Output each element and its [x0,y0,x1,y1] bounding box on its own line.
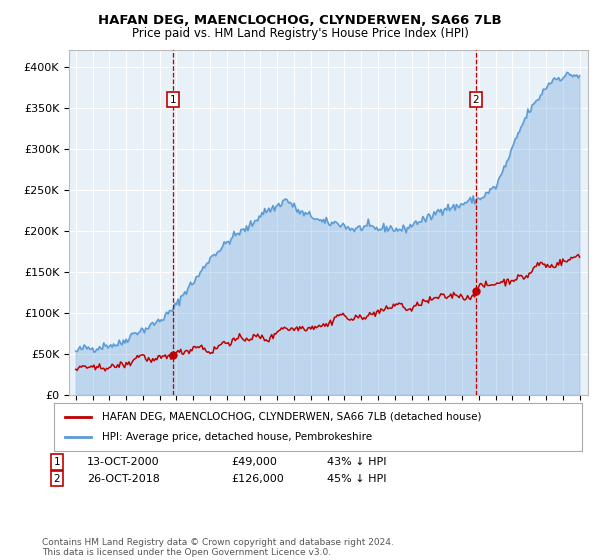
Text: 1: 1 [170,95,176,105]
Text: £49,000: £49,000 [231,457,277,467]
Text: HAFAN DEG, MAENCLOCHOG, CLYNDERWEN, SA66 7LB (detached house): HAFAN DEG, MAENCLOCHOG, CLYNDERWEN, SA66… [101,412,481,422]
Text: 1: 1 [53,457,61,467]
Text: 2: 2 [472,95,479,105]
Text: 2: 2 [53,474,61,484]
Text: 13-OCT-2000: 13-OCT-2000 [87,457,160,467]
Text: 43% ↓ HPI: 43% ↓ HPI [327,457,386,467]
Text: 26-OCT-2018: 26-OCT-2018 [87,474,160,484]
Text: HAFAN DEG, MAENCLOCHOG, CLYNDERWEN, SA66 7LB: HAFAN DEG, MAENCLOCHOG, CLYNDERWEN, SA66… [98,14,502,27]
Text: HPI: Average price, detached house, Pembrokeshire: HPI: Average price, detached house, Pemb… [101,432,371,442]
Text: Price paid vs. HM Land Registry's House Price Index (HPI): Price paid vs. HM Land Registry's House … [131,27,469,40]
Text: £126,000: £126,000 [231,474,284,484]
Text: 45% ↓ HPI: 45% ↓ HPI [327,474,386,484]
Text: Contains HM Land Registry data © Crown copyright and database right 2024.
This d: Contains HM Land Registry data © Crown c… [42,538,394,557]
